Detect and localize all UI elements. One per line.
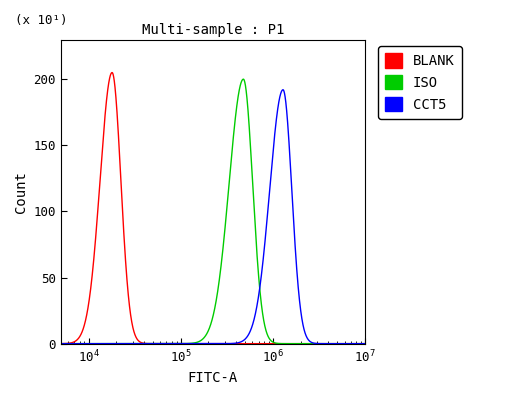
ISO [323,341,330,346]
CCT5 [174,341,180,346]
ISO [240,77,246,81]
Legend: BLANK, ISO, CCT5: BLANK, ISO, CCT5 [378,47,461,118]
ISO [58,341,64,346]
BLANK [323,341,330,346]
CCT5 [111,341,117,346]
Title: Multi-sample : P1: Multi-sample : P1 [142,23,284,37]
BLANK [109,70,115,75]
CCT5 [188,341,194,346]
CCT5 [280,87,286,92]
CCT5 [362,341,368,346]
BLANK [174,341,180,346]
BLANK [356,341,362,346]
BLANK [362,341,368,346]
ISO [188,341,194,346]
X-axis label: FITC-A: FITC-A [188,371,238,385]
Line: ISO: ISO [61,79,365,344]
CCT5 [92,341,98,346]
ISO [356,341,362,346]
ISO [111,341,117,346]
CCT5 [356,341,362,346]
BLANK [188,341,194,346]
ISO [92,341,98,346]
ISO [362,341,368,346]
CCT5 [323,341,330,346]
Line: CCT5: CCT5 [61,90,365,344]
BLANK [111,75,117,79]
Y-axis label: Count: Count [14,171,28,213]
BLANK [58,341,64,346]
ISO [174,341,180,346]
Text: (x 10¹): (x 10¹) [15,14,68,27]
CCT5 [58,341,64,346]
Line: BLANK: BLANK [61,73,365,344]
BLANK [92,237,98,242]
